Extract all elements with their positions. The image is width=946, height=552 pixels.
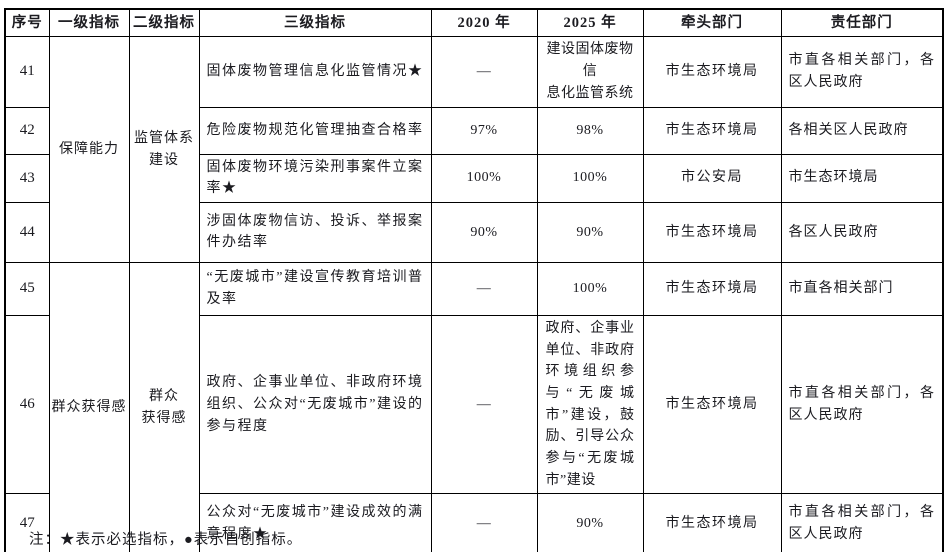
header-serial-number: 序号 [4,8,50,38]
responsible-department: 市直各相关部门，各区人民政府 [780,36,944,108]
header-year-2020: 2020 年 [430,8,538,38]
value-2020: — [430,261,538,316]
header-lead-department: 牵头部门 [642,8,782,38]
responsible-department: 市直各相关部门，各区人民政府 [780,493,944,552]
level2-indicator-group2: 群众 获得感 [128,261,200,552]
indicator-table: 序号 一级指标 二级指标 三级指标 2020 年 2025 年 牵头部门 责任部… [4,8,944,552]
table-row: 46 政府、企事业单位、非政府环境组织、公众对“无废城市”建设的参与程度 — 政… [4,314,944,495]
lead-department: 市生态环境局 [642,261,782,316]
responsible-department: 各区人民政府 [780,201,944,263]
lead-department: 市公安局 [642,153,782,203]
header-level3-indicator: 三级指标 [198,8,432,38]
value-2020: — [430,36,538,108]
value-2020: 90% [430,201,538,263]
value-2025: 政府、企事业单位、非政府环境组织参与“无废城市”建设，鼓励、引导公众参与“无废城… [536,314,644,495]
header-year-2025: 2025 年 [536,8,644,38]
lead-department: 市生态环境局 [642,493,782,552]
value-2025: 建设固体废物信 息化监管系统 [536,36,644,108]
table-row: 42 危险废物规范化管理抽查合格率 97% 98% 市生态环境局 各相关区人民政… [4,106,944,155]
level1-indicator-group1: 保障能力 [48,36,130,263]
value-2025: 90% [536,493,644,552]
level3-indicator: 危险废物规范化管理抽查合格率 [198,106,432,155]
header-responsible-department: 责任部门 [780,8,944,38]
value-2025: 90% [536,201,644,263]
table-row: 47 公众对“无废城市”建设成效的满意程度★ — 90% 市生态环境局 市直各相… [4,493,944,552]
table-row: 41 保障能力 监管体系 建设 固体废物管理信息化监管情况★ — 建设固体废物信… [4,36,944,263]
level3-indicator: 涉固体废物信访、投诉、举报案件办结率 [198,201,432,263]
row-number: 46 [4,314,50,495]
lead-department: 市生态环境局 [642,314,782,495]
level1-indicator-group2: 群众获得感 [48,261,130,552]
row-number: 45 [4,261,50,316]
level2-indicator-group1: 监管体系 建设 [128,36,200,263]
header-level2-indicator: 二级指标 [128,8,200,38]
level3-indicator: “无废城市”建设宣传教育培训普及率 [198,261,432,316]
footnote: 注：★表示必选指标，●表示自创指标。 [29,532,303,548]
header-level1-indicator: 一级指标 [48,8,130,38]
lead-department: 市生态环境局 [642,201,782,263]
lead-department: 市生态环境局 [642,36,782,108]
row-number: 41 [4,36,50,108]
row-number: 47 [4,493,50,552]
level3-indicator: 政府、企事业单位、非政府环境组织、公众对“无废城市”建设的参与程度 [198,314,432,495]
responsible-department: 市直各相关部门 [780,261,944,316]
level3-indicator: 公众对“无废城市”建设成效的满意程度★ [198,493,432,552]
table-header-row: 序号 一级指标 二级指标 三级指标 2020 年 2025 年 牵头部门 责任部… [4,8,944,38]
value-2025: 98% [536,106,644,155]
value-2020: — [430,493,538,552]
table-row: 43 固体废物环境污染刑事案件立案率★ 100% 100% 市公安局 市生态环境… [4,153,944,203]
row-number: 42 [4,106,50,155]
responsible-department: 各相关区人民政府 [780,106,944,155]
value-2025: 100% [536,153,644,203]
value-2020: 100% [430,153,538,203]
table-row: 44 涉固体废物信访、投诉、举报案件办结率 90% 90% 市生态环境局 各区人… [4,201,944,263]
responsible-department: 市直各相关部门，各区人民政府 [780,314,944,495]
responsible-department: 市生态环境局 [780,153,944,203]
level3-indicator: 固体废物环境污染刑事案件立案率★ [198,153,432,203]
value-2025: 100% [536,261,644,316]
value-2020: — [430,314,538,495]
row-number: 43 [4,153,50,203]
lead-department: 市生态环境局 [642,106,782,155]
table-row: 45 群众获得感 群众 获得感 “无废城市”建设宣传教育培训普及率 — 100%… [4,261,944,552]
level3-indicator: 固体废物管理信息化监管情况★ [198,36,432,108]
row-number: 44 [4,201,50,263]
value-2020: 97% [430,106,538,155]
